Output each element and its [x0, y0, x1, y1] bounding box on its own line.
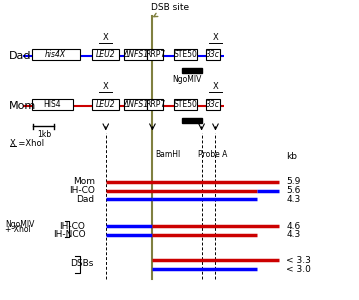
Text: NgoMIV: NgoMIV	[172, 75, 201, 84]
Text: NgoMIV: NgoMIV	[5, 220, 34, 229]
Text: Dad: Dad	[9, 51, 31, 61]
Text: ΔNFS1: ΔNFS1	[123, 100, 148, 109]
Text: X =XhoI: X =XhoI	[10, 139, 45, 148]
Text: X: X	[213, 82, 218, 91]
Text: Dad: Dad	[76, 195, 95, 204]
FancyBboxPatch shape	[32, 98, 73, 110]
Text: STE50: STE50	[174, 50, 198, 59]
Text: LEU2: LEU2	[96, 50, 115, 59]
Text: LEU2: LEU2	[96, 100, 115, 109]
Text: ΔNFS1: ΔNFS1	[123, 50, 148, 59]
Text: 4.6: 4.6	[286, 222, 300, 231]
FancyBboxPatch shape	[206, 98, 220, 110]
Text: X: X	[103, 82, 109, 91]
Text: BamHI: BamHI	[155, 150, 181, 159]
Text: DSBs: DSBs	[70, 260, 93, 268]
Text: < 3.3: < 3.3	[286, 256, 311, 265]
Text: IH-CO: IH-CO	[69, 186, 95, 195]
Text: 5.6: 5.6	[286, 186, 301, 195]
Text: Mom: Mom	[73, 177, 95, 186]
Text: < 3.0: < 3.0	[286, 265, 311, 274]
Text: X: X	[103, 33, 109, 42]
Bar	[182, 118, 202, 123]
Text: STE50: STE50	[174, 100, 198, 109]
Text: kb: kb	[286, 152, 297, 161]
Bar	[182, 68, 202, 73]
Text: X: X	[213, 33, 218, 42]
Text: Probe A: Probe A	[199, 150, 228, 159]
Text: IH-NCO: IH-NCO	[53, 230, 85, 239]
FancyBboxPatch shape	[174, 49, 197, 60]
FancyBboxPatch shape	[32, 49, 80, 60]
FancyBboxPatch shape	[174, 98, 197, 110]
Text: DSB site: DSB site	[151, 3, 189, 17]
Text: 33c: 33c	[206, 100, 220, 109]
Text: 1kb: 1kb	[37, 130, 51, 139]
Text: 5.9: 5.9	[286, 177, 301, 186]
Text: IH-CO: IH-CO	[60, 222, 85, 231]
Text: RRP7: RRP7	[145, 100, 165, 109]
FancyBboxPatch shape	[124, 49, 148, 60]
Text: his4X: his4X	[45, 50, 66, 59]
Text: + XhoI: + XhoI	[5, 225, 31, 234]
FancyBboxPatch shape	[92, 98, 119, 110]
Text: 4.3: 4.3	[286, 230, 300, 239]
FancyBboxPatch shape	[148, 49, 163, 60]
Text: Mom: Mom	[9, 101, 36, 111]
FancyBboxPatch shape	[148, 98, 163, 110]
FancyBboxPatch shape	[206, 49, 220, 60]
FancyBboxPatch shape	[92, 49, 119, 60]
Text: RRP7: RRP7	[145, 50, 165, 59]
Text: 33c: 33c	[206, 50, 220, 59]
Text: 4.3: 4.3	[286, 195, 300, 204]
FancyBboxPatch shape	[124, 98, 148, 110]
Text: HIS4: HIS4	[43, 100, 61, 109]
